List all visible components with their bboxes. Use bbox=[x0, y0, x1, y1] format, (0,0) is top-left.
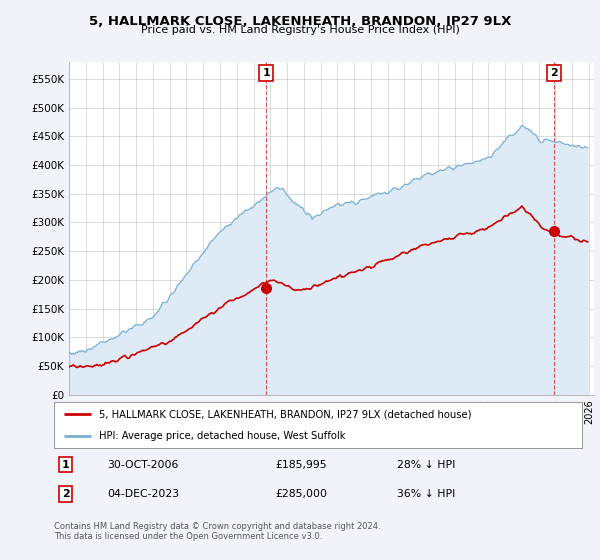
Text: 5, HALLMARK CLOSE, LAKENHEATH, BRANDON, IP27 9LX (detached house): 5, HALLMARK CLOSE, LAKENHEATH, BRANDON, … bbox=[99, 409, 472, 419]
Text: 36% ↓ HPI: 36% ↓ HPI bbox=[397, 489, 455, 499]
Text: 2: 2 bbox=[550, 68, 558, 78]
Text: 1: 1 bbox=[62, 460, 70, 469]
Text: 5, HALLMARK CLOSE, LAKENHEATH, BRANDON, IP27 9LX: 5, HALLMARK CLOSE, LAKENHEATH, BRANDON, … bbox=[89, 15, 511, 27]
Text: Price paid vs. HM Land Registry's House Price Index (HPI): Price paid vs. HM Land Registry's House … bbox=[140, 25, 460, 35]
Text: 30-OCT-2006: 30-OCT-2006 bbox=[107, 460, 178, 469]
Text: £285,000: £285,000 bbox=[276, 489, 328, 499]
Text: Contains HM Land Registry data © Crown copyright and database right 2024.
This d: Contains HM Land Registry data © Crown c… bbox=[54, 522, 380, 542]
Text: 1: 1 bbox=[262, 68, 270, 78]
Text: HPI: Average price, detached house, West Suffolk: HPI: Average price, detached house, West… bbox=[99, 431, 346, 441]
Text: £185,995: £185,995 bbox=[276, 460, 328, 469]
Text: 04-DEC-2023: 04-DEC-2023 bbox=[107, 489, 179, 499]
Text: 28% ↓ HPI: 28% ↓ HPI bbox=[397, 460, 455, 469]
Text: 2: 2 bbox=[62, 489, 70, 499]
